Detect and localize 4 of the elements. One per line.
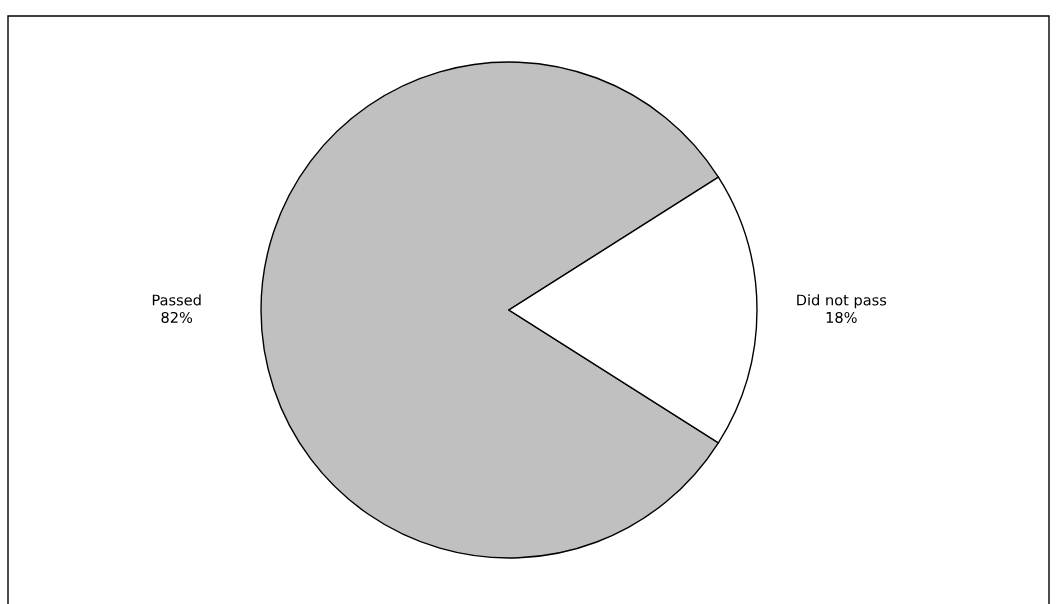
- data-label: 18%: [826, 311, 857, 323]
- data-label: 82%: [161, 311, 193, 323]
- slice-label: Passed: [152, 294, 201, 306]
- slice-label: Did not pass: [797, 294, 887, 309]
